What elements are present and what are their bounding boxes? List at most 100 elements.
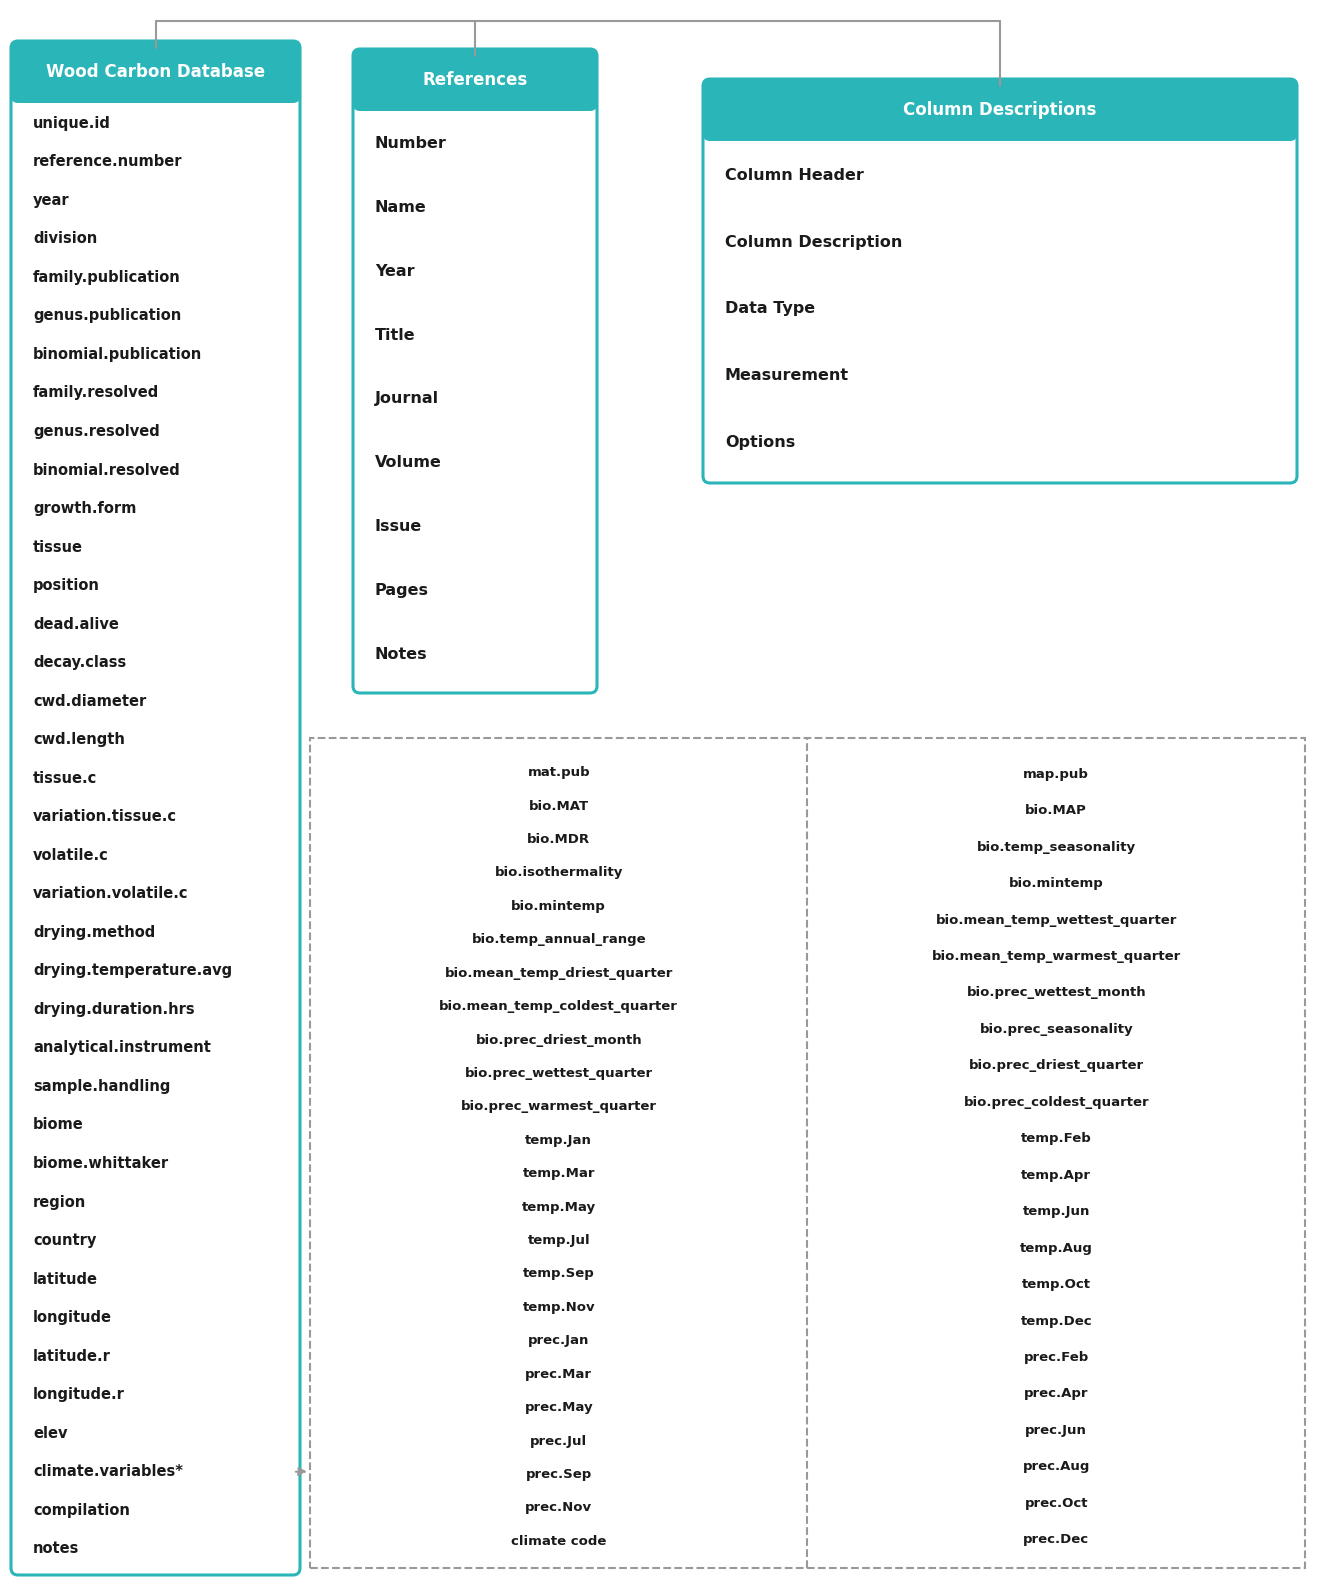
Text: family.resolved: family.resolved <box>34 386 160 401</box>
Text: bio.mintemp: bio.mintemp <box>1009 878 1103 891</box>
Text: latitude.r: latitude.r <box>34 1349 111 1363</box>
Text: temp.Oct: temp.Oct <box>1021 1278 1091 1291</box>
Text: Column Header: Column Header <box>725 168 864 184</box>
Text: temp.Apr: temp.Apr <box>1021 1168 1091 1181</box>
Text: decay.class: decay.class <box>34 654 126 670</box>
FancyBboxPatch shape <box>11 41 301 104</box>
Text: bio.temp_seasonality: bio.temp_seasonality <box>977 841 1135 854</box>
Text: bio.prec_warmest_quarter: bio.prec_warmest_quarter <box>460 1100 656 1114</box>
Text: Title: Title <box>374 327 416 343</box>
Text: prec.Dec: prec.Dec <box>1023 1534 1090 1547</box>
Text: drying.duration.hrs: drying.duration.hrs <box>34 1002 195 1017</box>
Text: bio.prec_coldest_quarter: bio.prec_coldest_quarter <box>964 1096 1149 1109</box>
Text: longitude.r: longitude.r <box>34 1387 125 1403</box>
Text: temp.Jul: temp.Jul <box>527 1234 590 1246</box>
Text: cwd.diameter: cwd.diameter <box>34 694 146 709</box>
Text: genus.publication: genus.publication <box>34 308 181 324</box>
Text: genus.resolved: genus.resolved <box>34 425 160 439</box>
Text: Data Type: Data Type <box>725 302 815 316</box>
Text: temp.Sep: temp.Sep <box>523 1267 595 1280</box>
Text: bio.prec_seasonality: bio.prec_seasonality <box>980 1023 1133 1036</box>
Bar <box>710 107 1290 134</box>
Text: temp.Aug: temp.Aug <box>1020 1242 1092 1254</box>
Text: mat.pub: mat.pub <box>527 766 590 779</box>
Text: latitude: latitude <box>34 1272 98 1286</box>
Text: variation.volatile.c: variation.volatile.c <box>34 886 188 902</box>
Text: drying.method: drying.method <box>34 924 156 940</box>
Text: drying.temperature.avg: drying.temperature.avg <box>34 964 232 978</box>
Text: bio.mean_temp_wettest_quarter: bio.mean_temp_wettest_quarter <box>935 913 1177 927</box>
FancyBboxPatch shape <box>353 49 597 693</box>
Bar <box>17 70 293 96</box>
Text: country: country <box>34 1234 97 1248</box>
Text: dead.alive: dead.alive <box>34 616 119 632</box>
Text: prec.Feb: prec.Feb <box>1024 1350 1088 1365</box>
Text: Number: Number <box>374 136 447 152</box>
Text: climate code: climate code <box>511 1535 607 1548</box>
Text: division: division <box>34 231 97 246</box>
Text: temp.Feb: temp.Feb <box>1021 1132 1091 1146</box>
Text: Options: Options <box>725 436 796 450</box>
Text: unique.id: unique.id <box>34 117 111 131</box>
Text: tissue: tissue <box>34 539 83 554</box>
Text: bio.mintemp: bio.mintemp <box>511 900 607 913</box>
Text: Notes: Notes <box>374 646 428 662</box>
Text: map.pub: map.pub <box>1024 768 1090 780</box>
Text: climate.variables*: climate.variables* <box>34 1464 183 1479</box>
Text: bio.mean_temp_driest_quarter: bio.mean_temp_driest_quarter <box>444 967 672 980</box>
Text: prec.Nov: prec.Nov <box>525 1502 592 1515</box>
Text: binomial.publication: binomial.publication <box>34 346 203 362</box>
Text: family.publication: family.publication <box>34 270 181 284</box>
Bar <box>310 737 1304 1567</box>
FancyBboxPatch shape <box>703 78 1296 484</box>
Text: binomial.resolved: binomial.resolved <box>34 463 181 477</box>
Text: biome.whittaker: biome.whittaker <box>34 1156 169 1171</box>
Text: bio.prec_driest_month: bio.prec_driest_month <box>475 1034 641 1047</box>
Text: elev: elev <box>34 1425 67 1441</box>
Text: prec.Jan: prec.Jan <box>527 1334 589 1347</box>
Text: bio.MAT: bio.MAT <box>529 800 589 812</box>
Text: temp.May: temp.May <box>522 1200 596 1213</box>
Text: bio.isothermality: bio.isothermality <box>495 867 623 879</box>
Text: sample.handling: sample.handling <box>34 1079 170 1093</box>
Text: temp.Jan: temp.Jan <box>525 1133 592 1148</box>
Text: prec.Apr: prec.Apr <box>1024 1387 1088 1400</box>
Text: notes: notes <box>34 1542 79 1556</box>
Text: growth.form: growth.form <box>34 501 137 516</box>
FancyBboxPatch shape <box>353 49 597 112</box>
Text: Measurement: Measurement <box>725 369 849 383</box>
Text: prec.Mar: prec.Mar <box>525 1368 592 1381</box>
Text: bio.prec_wettest_month: bio.prec_wettest_month <box>966 986 1146 999</box>
Text: tissue.c: tissue.c <box>34 771 97 785</box>
Text: Journal: Journal <box>374 391 439 407</box>
Text: bio.mean_temp_coldest_quarter: bio.mean_temp_coldest_quarter <box>439 1001 678 1013</box>
Text: Wood Carbon Database: Wood Carbon Database <box>46 62 266 81</box>
Text: prec.Aug: prec.Aug <box>1023 1460 1090 1473</box>
FancyBboxPatch shape <box>703 78 1296 140</box>
Text: Volume: Volume <box>374 455 442 471</box>
Text: reference.number: reference.number <box>34 155 183 169</box>
Text: Name: Name <box>374 200 427 215</box>
Text: volatile.c: volatile.c <box>34 847 109 863</box>
Text: temp.Jun: temp.Jun <box>1023 1205 1090 1218</box>
Text: Column Descriptions: Column Descriptions <box>903 101 1096 120</box>
Text: year: year <box>34 193 70 207</box>
Text: position: position <box>34 578 99 594</box>
Text: region: region <box>34 1194 86 1210</box>
Text: temp.Nov: temp.Nov <box>522 1301 595 1314</box>
Text: bio.temp_annual_range: bio.temp_annual_range <box>471 934 646 946</box>
Text: prec.Oct: prec.Oct <box>1024 1497 1088 1510</box>
Text: longitude: longitude <box>34 1310 111 1325</box>
Text: prec.May: prec.May <box>525 1401 593 1414</box>
Text: Issue: Issue <box>374 519 423 535</box>
Text: bio.MDR: bio.MDR <box>527 833 590 846</box>
Text: variation.tissue.c: variation.tissue.c <box>34 809 177 824</box>
Text: cwd.length: cwd.length <box>34 733 125 747</box>
Text: bio.prec_driest_quarter: bio.prec_driest_quarter <box>969 1060 1143 1073</box>
Text: Column Description: Column Description <box>725 235 902 249</box>
Text: temp.Mar: temp.Mar <box>522 1167 595 1179</box>
Text: analytical.instrument: analytical.instrument <box>34 1041 211 1055</box>
FancyBboxPatch shape <box>11 41 301 1575</box>
Text: compilation: compilation <box>34 1503 130 1518</box>
Text: prec.Jul: prec.Jul <box>530 1435 588 1448</box>
